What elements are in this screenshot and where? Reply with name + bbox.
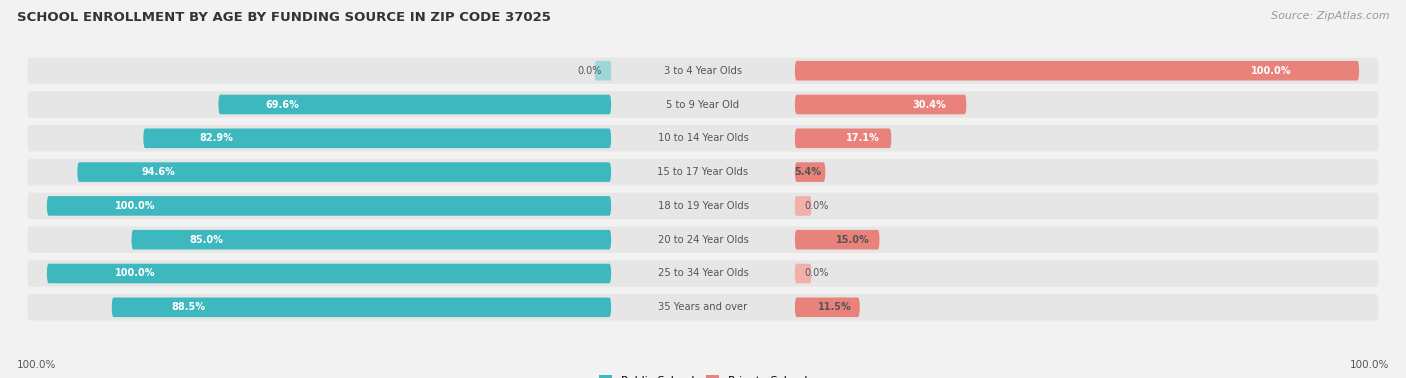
Text: 100.0%: 100.0%	[114, 201, 155, 211]
Text: Source: ZipAtlas.com: Source: ZipAtlas.com	[1271, 11, 1389, 21]
FancyBboxPatch shape	[27, 294, 1379, 321]
Text: 30.4%: 30.4%	[912, 99, 946, 110]
FancyBboxPatch shape	[595, 61, 612, 81]
Text: 15 to 17 Year Olds: 15 to 17 Year Olds	[658, 167, 748, 177]
Text: 69.6%: 69.6%	[266, 99, 299, 110]
Text: 10 to 14 Year Olds: 10 to 14 Year Olds	[658, 133, 748, 143]
Text: 0.0%: 0.0%	[576, 66, 602, 76]
Legend: Public School, Private School: Public School, Private School	[595, 371, 811, 378]
Text: 0.0%: 0.0%	[804, 268, 830, 279]
Text: 15.0%: 15.0%	[835, 235, 869, 245]
FancyBboxPatch shape	[794, 61, 1360, 81]
Text: 20 to 24 Year Olds: 20 to 24 Year Olds	[658, 235, 748, 245]
FancyBboxPatch shape	[27, 159, 1379, 185]
FancyBboxPatch shape	[794, 264, 811, 283]
FancyBboxPatch shape	[27, 260, 1379, 287]
FancyBboxPatch shape	[794, 230, 880, 249]
FancyBboxPatch shape	[46, 196, 612, 216]
Text: 82.9%: 82.9%	[200, 133, 233, 143]
Text: 35 Years and over: 35 Years and over	[658, 302, 748, 312]
Text: 100.0%: 100.0%	[17, 361, 56, 370]
Text: SCHOOL ENROLLMENT BY AGE BY FUNDING SOURCE IN ZIP CODE 37025: SCHOOL ENROLLMENT BY AGE BY FUNDING SOUR…	[17, 11, 551, 24]
Text: 94.6%: 94.6%	[142, 167, 176, 177]
Text: 85.0%: 85.0%	[188, 235, 224, 245]
Text: 5 to 9 Year Old: 5 to 9 Year Old	[666, 99, 740, 110]
FancyBboxPatch shape	[27, 193, 1379, 219]
Text: 100.0%: 100.0%	[114, 268, 155, 279]
FancyBboxPatch shape	[794, 129, 891, 148]
FancyBboxPatch shape	[794, 196, 811, 216]
Text: 88.5%: 88.5%	[172, 302, 205, 312]
FancyBboxPatch shape	[794, 162, 825, 182]
Text: 25 to 34 Year Olds: 25 to 34 Year Olds	[658, 268, 748, 279]
Text: 0.0%: 0.0%	[804, 201, 830, 211]
Text: 100.0%: 100.0%	[1251, 66, 1292, 76]
FancyBboxPatch shape	[111, 297, 612, 317]
FancyBboxPatch shape	[143, 129, 612, 148]
FancyBboxPatch shape	[27, 91, 1379, 118]
Text: 11.5%: 11.5%	[818, 302, 852, 312]
FancyBboxPatch shape	[794, 95, 966, 114]
Text: 18 to 19 Year Olds: 18 to 19 Year Olds	[658, 201, 748, 211]
Text: 100.0%: 100.0%	[1350, 361, 1389, 370]
FancyBboxPatch shape	[218, 95, 612, 114]
FancyBboxPatch shape	[794, 297, 859, 317]
Text: 3 to 4 Year Olds: 3 to 4 Year Olds	[664, 66, 742, 76]
FancyBboxPatch shape	[77, 162, 612, 182]
FancyBboxPatch shape	[46, 264, 612, 283]
FancyBboxPatch shape	[27, 125, 1379, 152]
Text: 17.1%: 17.1%	[846, 133, 880, 143]
FancyBboxPatch shape	[132, 230, 612, 249]
FancyBboxPatch shape	[27, 57, 1379, 84]
Text: 5.4%: 5.4%	[794, 167, 821, 177]
FancyBboxPatch shape	[27, 226, 1379, 253]
